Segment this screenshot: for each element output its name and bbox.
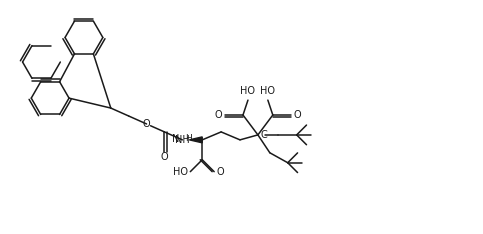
Text: HO: HO [260, 86, 275, 96]
Text: H: H [185, 134, 192, 143]
Text: O: O [161, 152, 168, 162]
Polygon shape [189, 137, 202, 143]
Text: O: O [216, 167, 224, 177]
Text: NH: NH [175, 135, 190, 145]
Text: O: O [214, 110, 222, 120]
Text: C: C [261, 130, 268, 140]
Text: O: O [143, 119, 150, 129]
Text: N: N [172, 134, 179, 144]
Text: HO: HO [241, 86, 256, 96]
Text: O: O [294, 110, 301, 120]
Text: HO: HO [173, 167, 188, 177]
